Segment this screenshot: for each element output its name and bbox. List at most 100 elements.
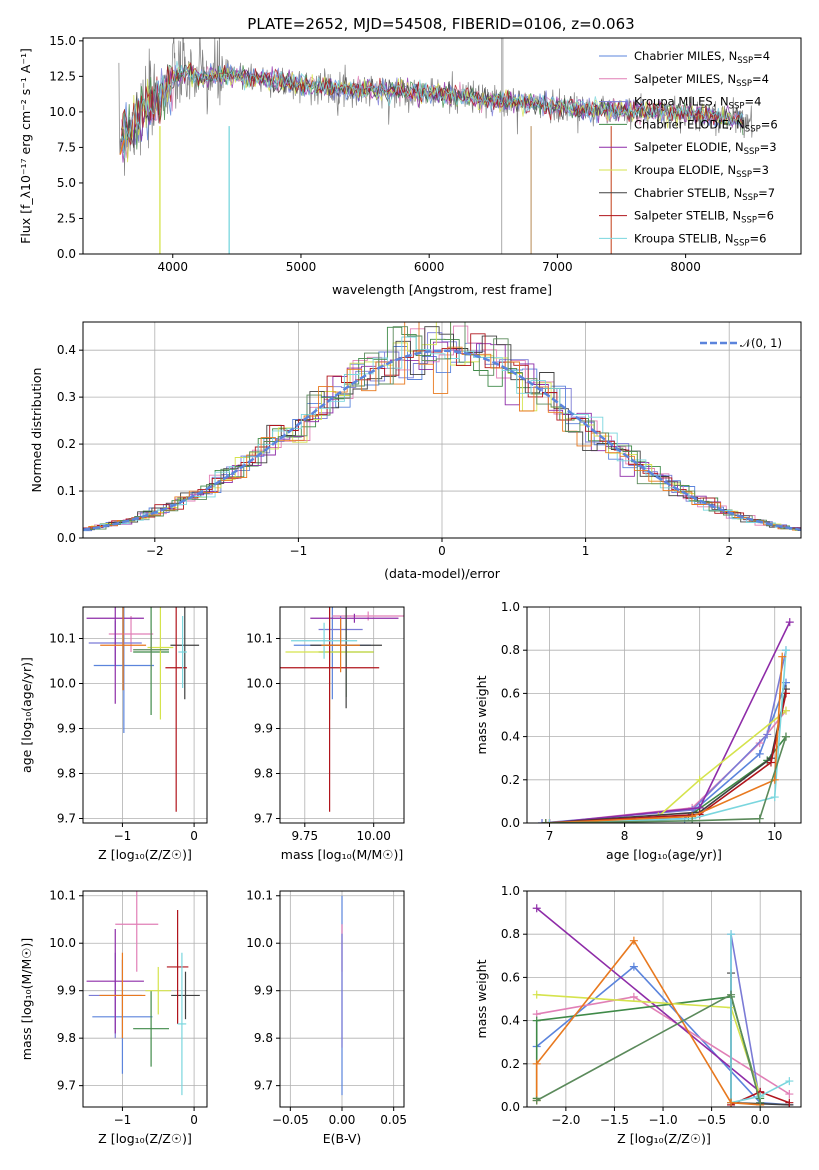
weight-vs-Z-y-tick-label: 0.4 xyxy=(501,1014,520,1028)
weight-vs-Z-frame xyxy=(526,890,802,1108)
mass-vs-Z-y-tick-label: 9.8 xyxy=(57,1031,76,1045)
weight-vs-age-y-tick-label: 0.6 xyxy=(501,686,520,700)
model-spectrum-line xyxy=(121,60,744,159)
age-vs-mass-panel: 9.75 10.00 9.7 9.8 9.9 10.0 10.1 mass [log₁₀(M/… xyxy=(246,606,405,862)
weight-point xyxy=(727,1098,736,1107)
age-vs-Z-y-tick-label: 9.8 xyxy=(57,767,76,781)
mass-vs-ebv-y-tick-label: 9.7 xyxy=(254,1079,273,1093)
spectrum-legend: Chabrier MILES, NSSP=4 Salpeter MILES, NS… xyxy=(599,49,778,248)
gaussian-legend-label: 𝒩(0, 1) xyxy=(740,336,782,350)
weight-vs-Z-x-tick-label: −0.5 xyxy=(697,1113,726,1127)
weight-series-line xyxy=(545,656,783,823)
mass-vs-Z-y-tick-label: 10.0 xyxy=(49,936,76,950)
weight-vs-age-y-tick-label: 0.4 xyxy=(501,730,520,744)
mass-vs-ebv-y-ticks: 9.7 9.8 9.9 10.0 10.1 xyxy=(246,889,280,1093)
age-vs-Z-y-tick-label: 9.9 xyxy=(57,722,76,736)
residual-y-tick-label: 0.2 xyxy=(57,437,76,451)
age-vs-mass-y-tick-label: 10.0 xyxy=(246,677,273,691)
age-vs-mass-y-tick-label: 9.7 xyxy=(254,812,273,826)
weight-point xyxy=(785,1098,794,1107)
weight-vs-Z-y-ticks: 0.0 0.2 0.4 0.6 0.8 1.0 xyxy=(501,884,527,1114)
residual-plot-area xyxy=(83,322,801,533)
age-vs-mass-y-tick-label: 10.1 xyxy=(246,632,273,646)
weight-vs-Z-x-tick-label: −1.0 xyxy=(648,1113,677,1127)
mass-vs-extinction-panel: −0.05 0.00 0.05 9.7 9.8 9.9 10.0 10.1 E(B-V) xyxy=(246,889,407,1146)
weight-vs-Z-y-tick-label: 1.0 xyxy=(501,884,520,898)
age-vs-Z-grid xyxy=(83,607,207,823)
weight-vs-metallicity-panel: −2.0 −1.5 −1.0 −0.5 0.0 0.0 0.2 0.4 0.6 0.8 1.0 Z [… xyxy=(474,884,802,1146)
weight-point xyxy=(532,1059,541,1068)
mass-vs-Z-frame xyxy=(82,890,208,1108)
mass-vs-Z-y-tick-label: 9.9 xyxy=(57,984,76,998)
age-vs-Z-x-tick-label: 0 xyxy=(190,829,198,843)
age-vs-mass-x-tick-label: 9.75 xyxy=(291,829,318,843)
mass-vs-Z-y-label: mass [log₁₀(M/M☉)] xyxy=(19,938,34,1060)
residual-x-ticks: −2 −1 0 1 2 xyxy=(146,538,733,558)
residual-x-tick-label: −2 xyxy=(146,544,164,558)
weight-point xyxy=(781,732,790,741)
age-vs-Z-x-ticks: −1 0 xyxy=(114,823,198,843)
weight-point xyxy=(532,904,541,913)
weight-series-line xyxy=(730,934,790,1104)
mass-vs-ebv-x-tick-label: 0.05 xyxy=(380,1113,407,1127)
residual-legend: 𝒩(0, 1) xyxy=(700,336,782,350)
spectrum-x-ticks: 4000 5000 6000 7000 8000 xyxy=(157,254,701,274)
model-spectrum-line xyxy=(121,61,744,146)
weight-vs-Z-y-label: mass weight xyxy=(474,959,489,1038)
mass-vs-Z-x-tick-label: −1 xyxy=(114,1113,132,1127)
spectrum-x-tick-label: 5000 xyxy=(286,260,317,274)
spectrum-title: PLATE=2652, MJD=54508, FIBERID=0106, z=0… xyxy=(247,15,634,33)
spectrum-y-tick-label: 15.0 xyxy=(49,34,76,48)
weight-point xyxy=(785,1077,794,1086)
mass-vs-ebv-y-tick-label: 9.8 xyxy=(254,1031,273,1045)
spectrum-y-tick-label: 5.0 xyxy=(57,176,76,190)
mass-vs-Z-y-ticks: 9.7 9.8 9.9 10.0 10.1 xyxy=(49,889,83,1093)
weight-vs-Z-x-ticks: −2.0 −1.5 −1.0 −0.5 0.0 xyxy=(551,1107,770,1127)
weight-point xyxy=(763,730,772,739)
spectrum-x-label: wavelength [Angstrom, rest frame] xyxy=(332,282,552,297)
weight-series-line xyxy=(549,650,787,823)
age-vs-mass-x-label: mass [log₁₀(M/M☉)] xyxy=(281,847,403,862)
weight-point xyxy=(629,992,638,1001)
legend-entry: Salpeter ELODIE, NSSP=3 xyxy=(634,140,777,157)
residual-x-tick-label: 0 xyxy=(438,544,446,558)
mass-vs-ebv-y-tick-label: 10.1 xyxy=(246,889,273,903)
legend-entry: Kroupa STELIB, NSSP=6 xyxy=(634,231,766,248)
age-vs-mass-x-tick-label: 10.00 xyxy=(357,829,391,843)
weight-point xyxy=(629,962,638,971)
age-vs-Z-frame xyxy=(82,606,208,824)
residual-x-label: (data-model)/error xyxy=(384,566,501,581)
age-vs-Z-y-tick-label: 10.1 xyxy=(49,632,76,646)
weight-point xyxy=(727,990,736,999)
spectrum-x-tick-label: 7000 xyxy=(542,260,573,274)
age-vs-Z-y-ticks: 9.7 9.8 9.9 10.0 10.1 xyxy=(49,632,83,826)
weight-vs-Z-x-tick-label: −1.5 xyxy=(600,1113,629,1127)
weight-point xyxy=(688,816,697,823)
weight-point xyxy=(541,819,550,823)
residual-x-tick-label: −1 xyxy=(290,544,308,558)
weight-vs-Z-y-tick-label: 0.6 xyxy=(501,970,520,984)
mass-vs-metallicity-panel: −1 0 9.7 9.8 9.9 10.0 10.1 Z [log₁₀(Z/Z☉)] mass … xyxy=(19,889,208,1146)
weight-point xyxy=(629,936,638,945)
weight-vs-Z-y-tick-label: 0.2 xyxy=(501,1057,520,1071)
residual-y-tick-label: 0.1 xyxy=(57,484,76,498)
mass-vs-Z-x-label: Z [log₁₀(Z/Z☉)] xyxy=(98,1131,192,1146)
age-vs-mass-plot-area xyxy=(280,607,404,812)
model-spectrum-line xyxy=(119,140,125,155)
legend-entry: Salpeter MILES, NSSP=4 xyxy=(634,72,769,89)
spectrum-x-tick-label: 4000 xyxy=(157,260,188,274)
residual-panel: −2 −1 0 1 2 0.0 0.1 0.2 0.3 0.4 (data-model)/err… xyxy=(29,321,802,581)
weight-vs-age-y-tick-label: 0.2 xyxy=(501,773,520,787)
model-spectrum-line xyxy=(121,65,744,163)
mass-vs-ebv-x-tick-label: −0.05 xyxy=(272,1113,309,1127)
weight-point xyxy=(695,775,704,784)
spectrum-frame xyxy=(82,37,802,255)
mass-vs-Z-plot-area xyxy=(86,891,200,1096)
age-vs-mass-x-ticks: 9.75 10.00 xyxy=(291,823,391,843)
weight-vs-Z-x-tick-label: −2.0 xyxy=(551,1113,580,1127)
weight-vs-age-y-label: mass weight xyxy=(474,675,489,754)
weight-vs-Z-y-tick-label: 0.8 xyxy=(501,927,520,941)
age-vs-Z-y-label: age [log₁₀(age/yr)] xyxy=(19,657,34,773)
gaussian-reference-curve xyxy=(83,349,801,532)
mass-vs-Z-y-tick-label: 10.1 xyxy=(49,889,76,903)
